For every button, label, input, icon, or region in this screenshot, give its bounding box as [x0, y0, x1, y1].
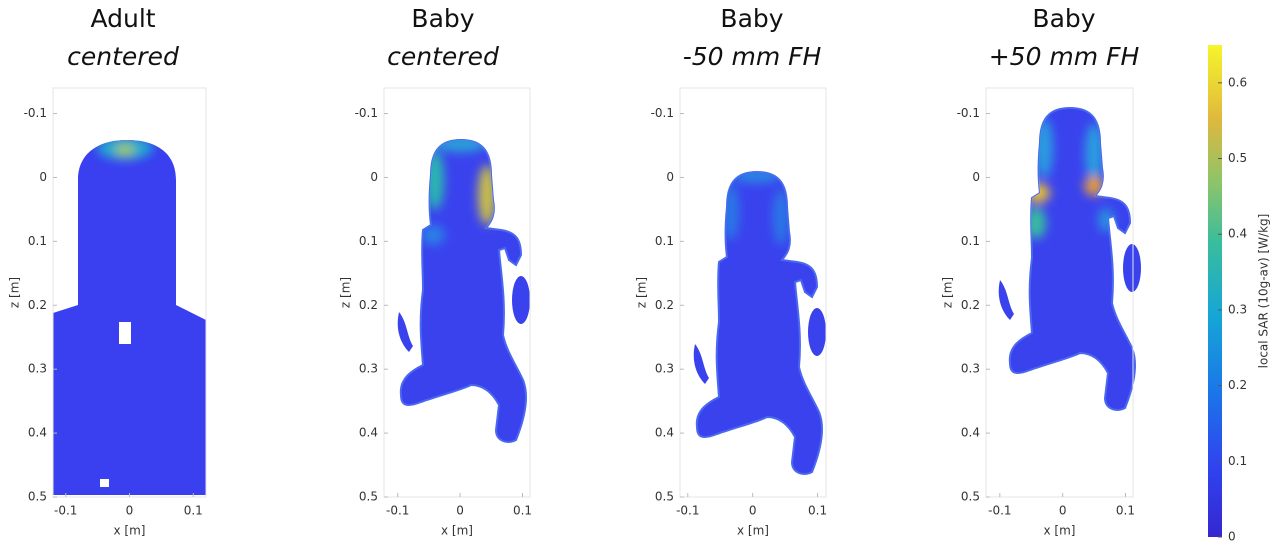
y-axis-label: z [m]	[635, 277, 649, 308]
x-axis-label: x [m]	[114, 524, 146, 538]
y-tick-label: 0.5	[655, 490, 674, 504]
y-tick-label: 0.4	[359, 426, 378, 440]
y-tick-label: -0.1	[24, 106, 47, 120]
y-tick-label: 0.3	[961, 362, 980, 376]
y-axis-label: z [m]	[941, 277, 955, 308]
y-tick-label: 0.4	[655, 426, 674, 440]
colorbar-tick-label: 0.2	[1228, 378, 1247, 392]
axes-box	[383, 87, 531, 498]
panel-subtitle: -50 mm FH	[683, 42, 822, 71]
axes-box	[985, 87, 1134, 498]
y-tick-label: 0.5	[359, 490, 378, 504]
panel-title: Baby	[1032, 4, 1095, 33]
y-tick-label: 0.1	[961, 234, 980, 248]
y-tick-label: 0.1	[655, 234, 674, 248]
colorbar	[1208, 45, 1222, 537]
x-tick-label: -0.1	[676, 504, 699, 518]
y-tick-label: 0.5	[961, 490, 980, 504]
colorbar-tick-label: 0.1	[1228, 454, 1247, 468]
y-tick-label: 0	[370, 170, 378, 184]
baby-sar-map	[397, 139, 530, 443]
adult-sar-map	[53, 140, 206, 495]
y-tick-label: 0.2	[961, 298, 980, 312]
x-tick-label: 0.1	[513, 504, 532, 518]
x-tick-label: 0	[456, 504, 464, 518]
colorbar-tick-label: 0.3	[1228, 302, 1247, 316]
x-tick-label: 0.1	[1116, 504, 1135, 518]
colorbar-tick-label: 0.5	[1228, 151, 1247, 165]
y-tick-label: -0.1	[957, 106, 980, 120]
x-tick-label: -0.1	[386, 504, 409, 518]
x-axis-label: x [m]	[441, 524, 473, 538]
x-axis-label: x [m]	[737, 524, 769, 538]
y-tick-label: 0.2	[655, 298, 674, 312]
x-tick-label: 0	[1059, 504, 1067, 518]
y-tick-label: 0	[666, 170, 674, 184]
panel-subtitle: centered	[387, 42, 499, 71]
x-tick-label: -0.1	[988, 504, 1011, 518]
colorbar-tick-label: 0.4	[1228, 227, 1247, 241]
y-tick-label: -0.1	[651, 106, 674, 120]
colorbar-tick-label: 0.6	[1228, 75, 1247, 89]
x-tick-label: 0	[126, 504, 134, 518]
baby-sar-map	[998, 107, 1141, 411]
baby-sar-map	[693, 171, 826, 475]
y-tick-label: 0.4	[28, 426, 47, 440]
y-tick-label: 0.2	[28, 298, 47, 312]
y-axis-label: z [m]	[8, 277, 22, 308]
panel-title: Baby	[411, 4, 474, 33]
y-tick-label: 0	[39, 170, 47, 184]
y-tick-label: 0.1	[28, 234, 47, 248]
panel-subtitle: centered	[67, 42, 179, 71]
colorbar-label: local SAR (10g-av) [W/kg]	[1257, 214, 1271, 369]
x-tick-label: 0	[749, 504, 757, 518]
colorbar-tick-label: 0	[1228, 530, 1236, 544]
x-tick-label: 0.1	[184, 504, 203, 518]
y-tick-label: 0.1	[359, 234, 378, 248]
y-tick-label: -0.1	[355, 106, 378, 120]
y-tick-label: 0.3	[28, 362, 47, 376]
panel-title: Adult	[90, 4, 155, 33]
x-axis-label: x [m]	[1044, 524, 1076, 538]
panel-title: Baby	[720, 4, 783, 33]
y-tick-label: 0.5	[28, 490, 47, 504]
panel-subtitle: +50 mm FH	[989, 42, 1140, 71]
y-tick-label: 0.3	[359, 362, 378, 376]
y-tick-label: 0.2	[359, 298, 378, 312]
y-tick-label: 0.4	[961, 426, 980, 440]
x-tick-label: 0.1	[808, 504, 827, 518]
x-tick-label: -0.1	[54, 504, 77, 518]
y-axis-label: z [m]	[339, 277, 353, 308]
y-tick-label: 0	[972, 170, 980, 184]
y-tick-label: 0.3	[655, 362, 674, 376]
